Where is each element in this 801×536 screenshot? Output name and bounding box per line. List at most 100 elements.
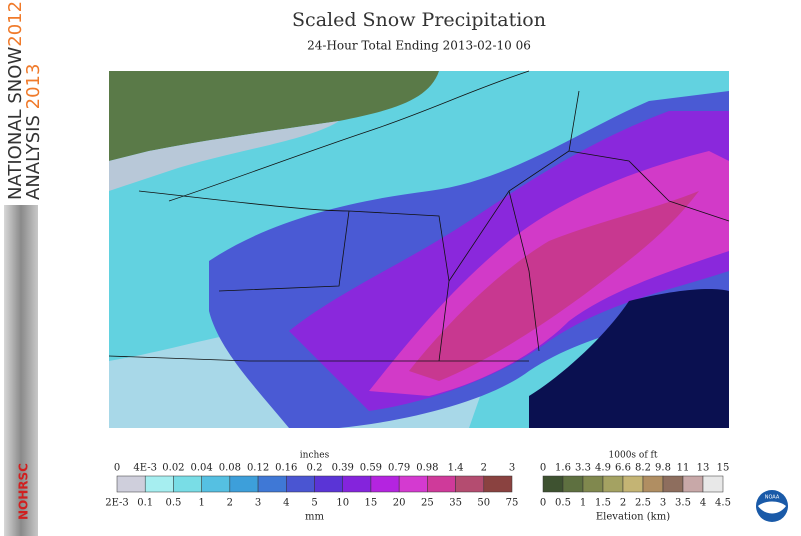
legend-bottom-label: 1 [198, 498, 204, 509]
noaa-logo-bird [758, 501, 786, 514]
legend-swatch [622, 475, 644, 493]
legends: 0 4E-3 0.02 0.04 0.08 0.12 0.16 0.2 0.39 0.59 0.79… [105, 451, 731, 523]
legend-unit: inches [300, 451, 330, 461]
legend-top-label: 1.4 [448, 463, 464, 474]
sidebar-year: 2012 [5, 1, 26, 47]
legend-top-label: 1.6 [555, 463, 571, 474]
sidebar-line2: ANALYSIS 2013 [23, 64, 44, 200]
legend-bottom-label: 3 [660, 498, 666, 509]
snow-stake-photo [4, 205, 38, 536]
legend-bottom-label: 3.5 [675, 498, 691, 509]
legend-top-label: 11 [677, 463, 690, 474]
sidebar-text: ANALYSIS [23, 115, 44, 200]
subtitle: 24-Hour Total Ending 2013-02-10 06 [307, 39, 531, 53]
legend-top-label: 0.98 [416, 463, 438, 474]
legend-bottom-label: 0 [540, 498, 546, 509]
legend-swatch [144, 475, 174, 493]
legend-top-label: 0.16 [275, 463, 297, 474]
legend-top-label: 3 [509, 463, 515, 474]
legend-swatch [662, 475, 684, 493]
max-snow [409, 191, 699, 381]
river [168, 70, 530, 202]
boundaries [108, 70, 730, 362]
sidebar-year: 2013 [23, 64, 44, 110]
legend-top-label: 0.59 [360, 463, 382, 474]
sidebar-line1: NATIONAL SNOW2012 [5, 1, 26, 200]
land-no-snow [109, 71, 439, 161]
legend-top-label: 0.02 [162, 463, 184, 474]
legend-bottom-label: 0.1 [137, 498, 153, 509]
legend-bottom-label: 2 [227, 498, 233, 509]
legend-top-label: 2 [481, 463, 487, 474]
ocean [529, 289, 729, 428]
legend-top-label: 0 [540, 463, 546, 474]
legend-top-label: 0.39 [332, 463, 354, 474]
legend-bottom-label: 4 [283, 498, 289, 509]
legend-swatch [257, 475, 287, 493]
legend-bottom-label: 2 [620, 498, 626, 509]
legend-bottom-label: 25 [421, 498, 434, 509]
legend-swatch [582, 475, 604, 493]
legend-bottom-label: 1.5 [595, 498, 611, 509]
legend-swatch [201, 475, 231, 493]
legend-swatch [455, 475, 485, 493]
legend-top-label: 9.8 [655, 463, 671, 474]
legend-swatch [682, 475, 704, 493]
legend-swatch [173, 475, 202, 493]
legend-caption: mm [305, 512, 324, 523]
legend-swatch [398, 475, 428, 493]
map [108, 70, 730, 428]
legend-swatch [542, 475, 564, 493]
legend-bottom-label: 20 [393, 498, 406, 509]
legend-caption: Elevation (km) [596, 512, 670, 523]
legend-bottom-label: 0.5 [165, 498, 181, 509]
legend-top-label: 0.79 [388, 463, 410, 474]
legend-top-label: 4E-3 [133, 463, 157, 474]
legend-bottom-label: 4 [700, 498, 706, 509]
legend-bottom-label: 50 [477, 498, 490, 509]
legend-swatch [229, 475, 259, 493]
legend-bottom-label: 75 [506, 498, 519, 509]
legend-bottom-label: 15 [365, 498, 378, 509]
legend-top-label: 4.9 [595, 463, 611, 474]
legend-swatch [427, 475, 456, 493]
legend-swatch [286, 475, 315, 493]
title: Scaled Snow Precipitation [292, 9, 546, 31]
legend-bottom-label: 3 [255, 498, 261, 509]
legend-swatch [342, 475, 372, 493]
legend-swatch [702, 475, 724, 493]
legend-bottom-label: 4.5 [715, 498, 731, 509]
legend-top-label: 0 [114, 463, 120, 474]
legend-top-label: 0.04 [191, 463, 213, 474]
legend-bottom-label: 2E-3 [105, 498, 129, 509]
sidebar-text: NATIONAL SNOW [5, 47, 26, 200]
legend-swatch [642, 475, 664, 493]
trace-snow [109, 121, 339, 191]
legend-top-label: 0.12 [247, 463, 269, 474]
legend-top-label: 0.2 [307, 463, 323, 474]
legend-swatch [370, 475, 400, 493]
legend-bottom-label: 1 [580, 498, 586, 509]
legend-swatch [562, 475, 584, 493]
legend-top-label: 6.6 [615, 463, 631, 474]
legend-swatch [483, 475, 513, 493]
legend-bottom-label: 2.5 [635, 498, 651, 509]
legend-top-label: 13 [697, 463, 710, 474]
legend-top-label: 3.3 [575, 463, 591, 474]
legend-bottom-label: 35 [449, 498, 462, 509]
legend-bottom-label: 5 [311, 498, 317, 509]
legend-bottom-label: 0.5 [555, 498, 571, 509]
noaa-logo-text: NOAA [765, 495, 780, 501]
state-lines [108, 90, 730, 362]
legend-swatch [314, 475, 343, 493]
legend-top-label: 8.2 [635, 463, 651, 474]
legend-top-label: 15 [717, 463, 730, 474]
sidebar-badge: NOHRSC [17, 463, 31, 520]
legend-swatch [602, 475, 624, 493]
legend-top-label: 0.08 [219, 463, 241, 474]
legend-bottom-label: 10 [336, 498, 349, 509]
legend-unit: 1000s of ft [609, 451, 658, 461]
legend-swatch [116, 475, 146, 493]
